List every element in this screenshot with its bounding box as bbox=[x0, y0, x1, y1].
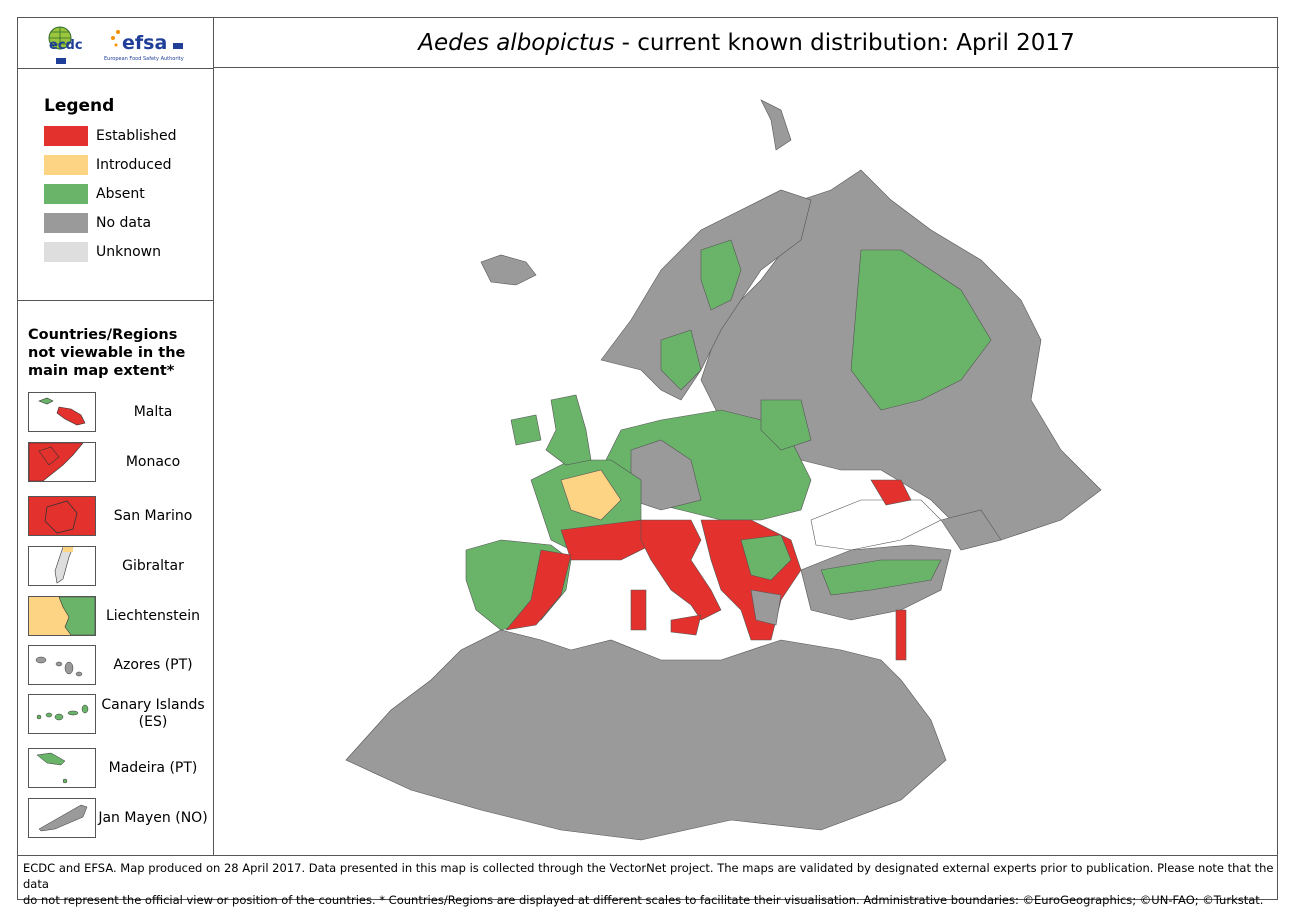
main-map bbox=[345, 99, 1102, 841]
region-name: Jan Mayen (NO) bbox=[98, 809, 208, 826]
region-row: Madeira (PT) bbox=[28, 748, 210, 788]
inset bbox=[28, 392, 96, 432]
legend-label: Established bbox=[96, 128, 177, 144]
legend-item: No data bbox=[44, 213, 151, 233]
map-frame: ecdc efsa European Food Safety Authority… bbox=[17, 17, 1279, 907]
legend-label: No data bbox=[96, 215, 152, 231]
legend-swatch bbox=[44, 184, 88, 204]
region-name: Malta bbox=[133, 403, 173, 420]
logo-ecdc: ecdc bbox=[49, 38, 83, 53]
title-species: Aedes albopictus bbox=[418, 29, 615, 56]
legend-swatch bbox=[44, 155, 88, 175]
inset bbox=[28, 546, 96, 586]
region-row: Jan Mayen (NO) bbox=[28, 798, 210, 838]
regions-title: Countries/Regions not viewable in the ma… bbox=[28, 327, 186, 379]
title-text: - current known distribution: April 2017 bbox=[621, 29, 1075, 56]
inset bbox=[28, 596, 96, 636]
title: Aedes albopictus - current known distrib… bbox=[214, 18, 1279, 68]
legend: Legend Established Introduced Absent No dat… bbox=[18, 68, 213, 301]
region-row: Liechtenstein bbox=[28, 596, 210, 636]
legend-swatch bbox=[44, 242, 88, 262]
footer-line: do not represent the official view or po… bbox=[23, 893, 1264, 907]
region-name: Canary Islands (ES) bbox=[101, 697, 205, 730]
logos: ecdc efsa European Food Safety Authority bbox=[18, 18, 213, 69]
inset bbox=[28, 694, 96, 734]
legend-title: Legend bbox=[44, 96, 115, 116]
inset bbox=[28, 645, 96, 685]
legend-label: Introduced bbox=[96, 157, 172, 173]
region-name: Gibraltar bbox=[122, 557, 184, 574]
region-name: Monaco bbox=[125, 453, 181, 470]
inset bbox=[28, 496, 96, 536]
footer: ECDC and EFSA. Map produced on 28 April … bbox=[18, 855, 1277, 907]
region-row: Gibraltar bbox=[28, 546, 210, 586]
side-panel: ecdc efsa European Food Safety Authority… bbox=[18, 18, 214, 855]
logo-art bbox=[48, 26, 183, 64]
region-row: Azores (PT) bbox=[28, 645, 210, 685]
legend-item: Absent bbox=[44, 184, 145, 204]
logo-efsa: efsa bbox=[122, 32, 168, 54]
legend-label: Unknown bbox=[96, 244, 161, 260]
inset bbox=[28, 798, 96, 838]
region-name: Azores (PT) bbox=[113, 656, 193, 673]
inset bbox=[28, 748, 96, 788]
region-row: Monaco bbox=[28, 442, 210, 482]
legend-label: Absent bbox=[96, 186, 145, 202]
legend-item: Introduced bbox=[44, 155, 171, 175]
logo-efsa-sub: European Food Safety Authority bbox=[104, 56, 184, 62]
inset bbox=[28, 442, 96, 482]
region-row: Canary Islands (ES) bbox=[28, 694, 210, 734]
region-name: Madeira (PT) bbox=[108, 759, 198, 776]
footer-line: ECDC and EFSA. Map produced on 28 April … bbox=[23, 861, 1274, 891]
legend-item: Unknown bbox=[44, 242, 161, 262]
region-row: San Marino bbox=[28, 496, 210, 536]
region-row: Malta bbox=[28, 392, 210, 432]
region-name: San Marino bbox=[113, 507, 193, 524]
legend-swatch bbox=[44, 213, 88, 233]
region-name: Liechtenstein bbox=[105, 607, 200, 624]
legend-swatch bbox=[44, 126, 88, 146]
legend-item: Established bbox=[44, 126, 177, 146]
